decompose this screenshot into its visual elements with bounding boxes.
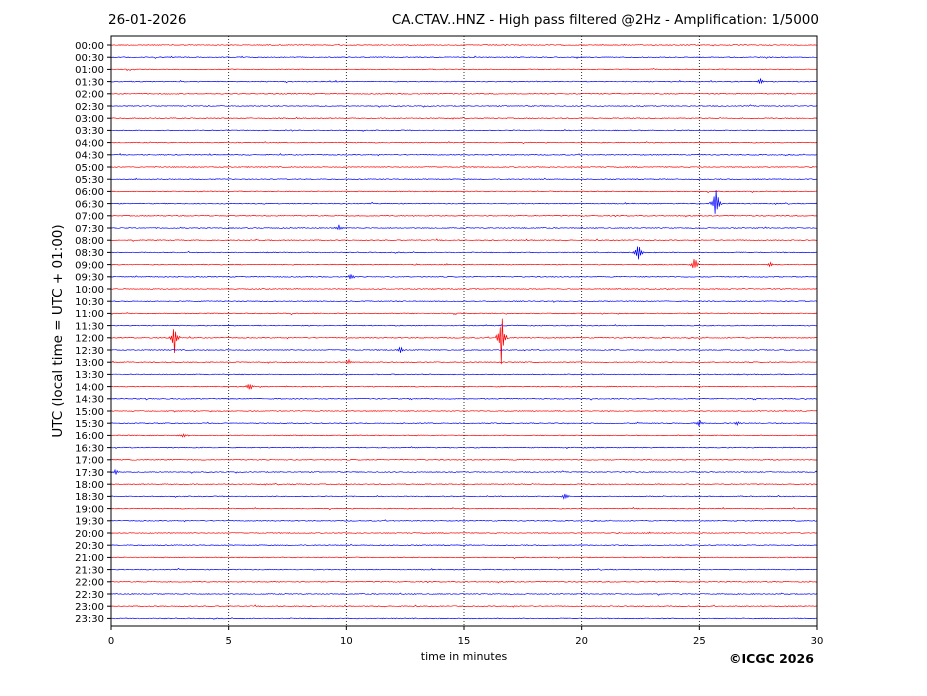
trace-row-1400 xyxy=(110,384,818,390)
y-tick-label: 02:30 xyxy=(75,102,104,113)
x-tick-label: 15 xyxy=(458,636,471,647)
header-date: 26-01-2026 xyxy=(108,12,187,28)
y-tick-label: 18:30 xyxy=(75,492,104,503)
y-tick-label: 13:30 xyxy=(75,370,104,381)
trace-row-2130 xyxy=(110,567,818,572)
y-tick-label: 19:00 xyxy=(75,504,104,515)
y-tick-label: 08:30 xyxy=(75,248,104,259)
y-tick-label: 01:00 xyxy=(75,65,104,76)
y-tick-label: 05:30 xyxy=(75,175,104,186)
trace-row-1200 xyxy=(110,318,818,365)
y-tick-label: 18:00 xyxy=(75,480,104,491)
y-tick-label: 22:00 xyxy=(75,578,104,589)
x-tick-label: 30 xyxy=(811,636,824,647)
y-tick-label: 00:30 xyxy=(75,53,104,64)
trace-row-1730 xyxy=(110,468,818,475)
y-tick-label: 03:00 xyxy=(75,114,104,125)
trace-lines xyxy=(110,43,818,620)
y-tick-label: 22:30 xyxy=(75,590,104,601)
trace-row-2100 xyxy=(110,556,818,560)
y-tick-label: 06:00 xyxy=(75,187,104,198)
y-tick-label: 04:00 xyxy=(75,138,104,149)
trace-row-0430 xyxy=(110,153,818,157)
trace-row-1930 xyxy=(110,519,818,523)
trace-row-0600 xyxy=(110,190,818,194)
trace-row-0530 xyxy=(111,177,818,181)
trace-row-1030 xyxy=(110,300,818,303)
y-tick-label: 01:30 xyxy=(75,77,104,88)
y-axis-label: UTC (local time = UTC + 01:00) xyxy=(50,224,66,437)
y-tick-label: 16:30 xyxy=(75,443,104,454)
y-tick-label: 00:00 xyxy=(75,41,104,52)
trace-row-1900 xyxy=(110,506,818,511)
y-tick-label: 08:00 xyxy=(75,236,104,247)
y-tick-label: 20:00 xyxy=(75,529,104,540)
y-tick-label: 11:30 xyxy=(75,321,104,332)
trace-row-2000 xyxy=(110,531,817,534)
y-tick-label: 23:30 xyxy=(75,614,104,625)
y-tick-label: 20:30 xyxy=(75,541,104,552)
y-tick-label: 09:00 xyxy=(75,260,104,271)
y-tick-label: 23:00 xyxy=(75,602,104,613)
x-axis-label: time in minutes xyxy=(421,650,508,663)
y-tick-label: 15:00 xyxy=(75,407,104,418)
y-tick-label: 11:00 xyxy=(75,309,104,320)
y-tick-label: 21:00 xyxy=(75,553,104,564)
y-tick-label: 21:30 xyxy=(75,565,104,576)
trace-row-0630 xyxy=(110,190,818,214)
trace-row-1330 xyxy=(110,373,818,376)
grid-lines xyxy=(228,36,700,626)
y-tick-label: 10:00 xyxy=(75,285,104,296)
y-tick-label: 16:00 xyxy=(75,431,104,442)
y-tick-label: 03:30 xyxy=(75,126,104,137)
copyright: ©ICGC 2026 xyxy=(729,651,814,666)
trace-row-1830 xyxy=(110,493,818,500)
trace-row-0130 xyxy=(110,78,818,85)
trace-row-1130 xyxy=(110,324,818,327)
y-tick-label: 09:30 xyxy=(75,273,104,284)
x-tick-label: 25 xyxy=(693,636,706,647)
y-tick-label: 14:30 xyxy=(75,395,104,406)
x-axis-ticks: 0 5 10 15 20 25 30 xyxy=(108,626,824,647)
y-tick-label: 05:00 xyxy=(75,163,104,174)
y-tick-label: 06:30 xyxy=(75,199,104,210)
y-tick-label: 02:00 xyxy=(75,90,104,101)
y-tick-label: 07:00 xyxy=(75,212,104,223)
header-title: CA.CTAV..HNZ - High pass filtered @2Hz -… xyxy=(391,12,819,28)
x-tick-label: 10 xyxy=(340,636,353,647)
y-tick-label: 12:30 xyxy=(75,346,104,357)
y-tick-label: 15:30 xyxy=(75,419,104,430)
y-tick-label: 12:00 xyxy=(75,334,104,345)
y-tick-label: 14:00 xyxy=(75,382,104,393)
trace-row-1230 xyxy=(110,346,818,353)
y-tick-label: 07:30 xyxy=(75,224,104,235)
x-tick-label: 5 xyxy=(225,636,231,647)
trace-row-1800 xyxy=(110,482,818,486)
y-tick-label: 13:00 xyxy=(75,358,104,369)
trace-row-0900 xyxy=(110,259,818,269)
y-tick-label: 04:30 xyxy=(75,151,104,162)
trace-row-1430 xyxy=(110,397,818,401)
trace-row-1300 xyxy=(110,358,818,365)
y-tick-label: 17:30 xyxy=(75,468,104,479)
trace-row-0400 xyxy=(110,141,818,145)
x-tick-label: 20 xyxy=(575,636,588,647)
trace-row-0500 xyxy=(110,165,818,168)
trace-row-2030 xyxy=(110,543,818,547)
y-tick-label: 10:30 xyxy=(75,297,104,308)
x-tick-label: 0 xyxy=(108,636,114,647)
y-tick-label: 17:00 xyxy=(75,456,104,467)
trace-row-1100 xyxy=(110,312,818,316)
y-tick-label: 19:30 xyxy=(75,517,104,528)
